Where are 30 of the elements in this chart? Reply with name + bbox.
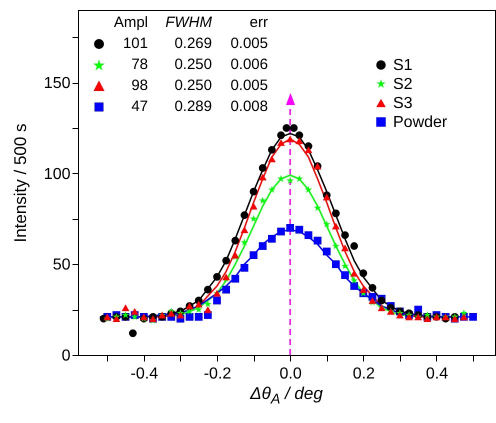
x-tick-label: 0.4 xyxy=(426,366,448,382)
annotation: 0.005 xyxy=(229,35,268,52)
annotation: 0.005 xyxy=(229,77,268,94)
y-tick-label: 150 xyxy=(44,75,71,92)
x-tick-label: 0.0 xyxy=(280,366,302,382)
y-tick-label: 100 xyxy=(44,166,71,183)
legend-label: S2 xyxy=(393,76,413,93)
annotation: 0.250 xyxy=(173,56,212,73)
annotation: 0.006 xyxy=(229,56,268,73)
x-tick-label: -0.4 xyxy=(130,366,158,382)
annotation: 0.269 xyxy=(173,35,212,52)
annotation: err xyxy=(248,14,268,31)
legend-label: S3 xyxy=(393,95,413,112)
x-tick-label: 0.2 xyxy=(352,366,376,382)
annotation: 0.289 xyxy=(173,98,212,115)
annotation: Ampl xyxy=(112,14,148,31)
annotation: 0.008 xyxy=(229,98,268,115)
y-tick-label: 0 xyxy=(62,348,71,364)
annotation: 0.250 xyxy=(173,77,212,94)
legend-label: Powder xyxy=(393,114,448,131)
annotation: FWHM xyxy=(164,14,212,31)
y-tick-label: 50 xyxy=(52,256,71,274)
annotation: 78 xyxy=(130,56,148,73)
y-axis-title: Intensity / 500 s xyxy=(10,123,30,243)
legend-label: S1 xyxy=(393,57,413,74)
annotation: 98 xyxy=(130,77,148,94)
annotation: 47 xyxy=(130,98,148,115)
x-axis-title: Δθ$_{A}$ / deg xyxy=(250,384,323,408)
annotation: 101 xyxy=(122,35,148,52)
x-tick-label: -0.2 xyxy=(204,366,232,382)
